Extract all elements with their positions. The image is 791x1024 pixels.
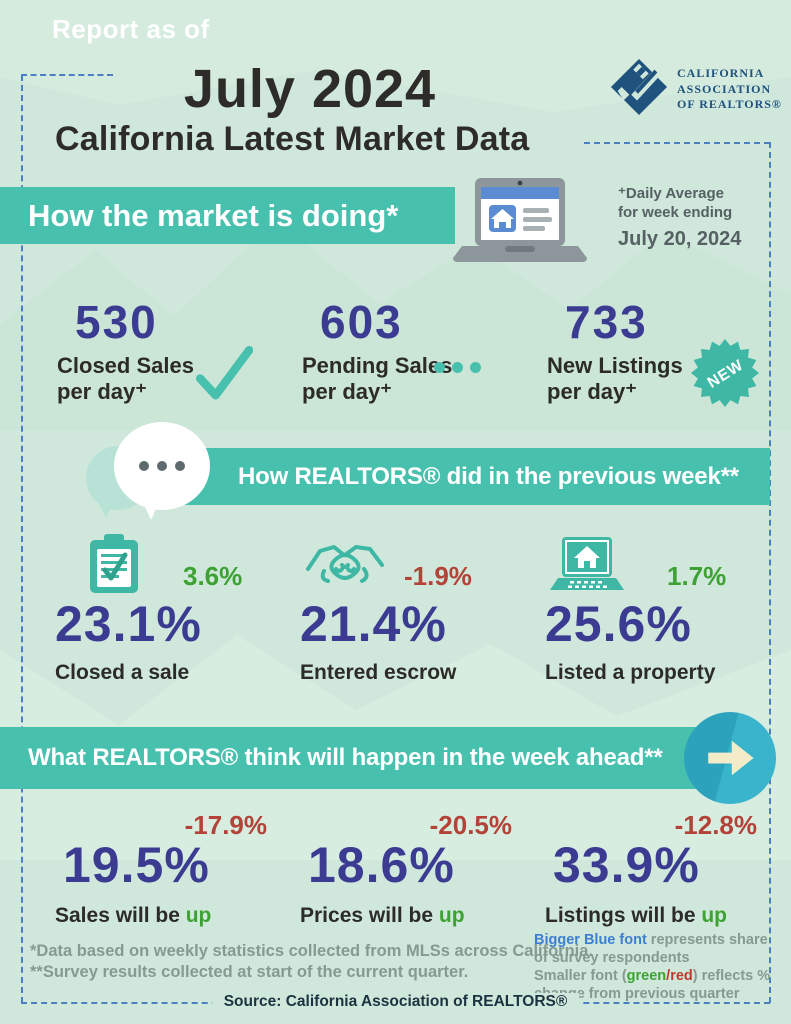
entered-escrow-label: Entered escrow [300,661,457,684]
footnote-survey: **Survey results collected at start of t… [30,963,469,981]
stat-new-listings: 733 New Listings per day⁺ NEW [545,295,765,415]
three-dots-icon [434,362,481,373]
stat-entered-escrow: -1.9% 21.4% Entered escrow [300,533,520,693]
car-logo-emblem-icon [610,58,668,121]
closed-sales-label: Closed Sales per day⁺ [57,353,194,405]
new-listings-label-line1: New Listings [547,353,683,378]
stat-closed-a-sale: 3.6% 23.1% Closed a sale [55,533,275,693]
prices-up-change: -20.5% [429,810,512,840]
daily-average-line1: ⁺Daily Average [618,185,725,202]
band-previous-week-title: How REALTORS® did in the previous week** [150,448,770,505]
car-logo: CALIFORNIA ASSOCIATION OF REALTORS® [610,58,782,121]
clipboard-icon [88,533,140,600]
dashed-border-left [21,75,23,1003]
entered-escrow-change: -1.9% [404,561,472,591]
font-legend: Bigger Blue font represents share of sur… [534,932,771,1002]
laptop-browser-icon [450,176,590,277]
listings-up-value: 33.9% [553,837,700,893]
new-listings-label-line2: per day⁺ [547,379,637,404]
car-logo-text: CALIFORNIA ASSOCIATION OF REALTORS® [677,66,782,113]
sales-up-label: Sales will be up [55,904,212,927]
listed-property-value: 25.6% [545,596,692,652]
stat-listed-property: 1.7% 25.6% Listed a property [545,533,765,693]
band-market-title: How the market is doing* [0,187,455,244]
footnote-data: *Data based on weekly statistics collect… [30,942,594,960]
arrow-right-icon [684,712,776,804]
closed-sales-value: 530 [75,296,158,348]
closed-sales-label-line2: per day⁺ [57,379,147,404]
listings-up-change: -12.8% [674,810,757,840]
dashed-border-top-stub [21,74,113,76]
daily-average-note: ⁺Daily Average for week ending July 20, … [618,184,741,251]
listings-up-label: Listings will be up [545,904,728,927]
car-logo-line3: OF REALTORS® [677,97,782,112]
checkmark-icon [195,345,254,408]
new-listings-label: New Listings per day⁺ [547,353,683,405]
laptop-house-icon [548,536,626,599]
prices-up-label: Prices will be up [300,904,465,927]
page-subtitle: California Latest Market Data [55,120,530,158]
stat-closed-sales: 530 Closed Sales per day⁺ [55,295,275,415]
band-week-ahead-title: What REALTORS® think will happen in the … [0,727,737,789]
sales-up-value: 19.5% [63,837,210,893]
week-ending-date: July 20, 2024 [618,228,742,250]
stat-sales-up: -17.9% 19.5% Sales will be up [55,810,275,935]
daily-average-line2: for week ending [618,204,733,221]
pending-sales-label-line1: Pending Sales [302,353,453,378]
pending-sales-label: Pending Sales per day⁺ [302,353,452,405]
pending-sales-value: 603 [320,296,403,348]
listed-property-label: Listed a property [545,661,716,684]
pending-sales-label-line2: per day⁺ [302,379,392,404]
closed-sale-change: 3.6% [183,561,243,591]
entered-escrow-value: 21.4% [300,596,447,652]
handshake-icon [304,541,386,598]
closed-sales-label-line1: Closed Sales [57,353,194,378]
dashed-border-right [769,142,771,1003]
footnotes: *Data based on weekly statistics collect… [30,941,593,983]
report-as-of-label: Report as of [52,14,210,44]
sales-up-change: -17.9% [184,810,267,840]
car-logo-line1: CALIFORNIA [677,66,765,81]
car-logo-line2: ASSOCIATION [677,81,772,96]
page-title-month: July 2024 [183,59,437,119]
closed-sale-value: 23.1% [55,596,202,652]
stat-listings-up: -12.8% 33.9% Listings will be up [545,810,765,935]
speech-bubbles-icon [84,420,224,530]
closed-sale-label: Closed a sale [55,661,190,684]
dashed-border-top-right [584,142,770,144]
listed-property-change: 1.7% [667,561,727,591]
stat-prices-up: -20.5% 18.6% Prices will be up [300,810,520,935]
source-attribution: Source: California Association of REALTO… [211,993,580,1011]
new-listings-value: 733 [565,296,648,348]
new-starburst-badge: NEW [691,339,759,412]
stat-pending-sales: 603 Pending Sales per day⁺ [300,295,520,415]
prices-up-value: 18.6% [308,837,455,893]
